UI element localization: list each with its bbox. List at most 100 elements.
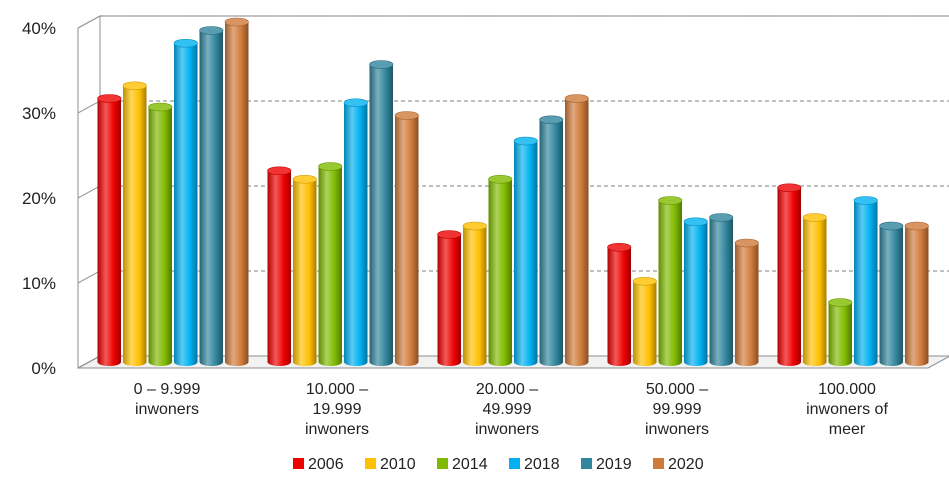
bar-2010-0 (122, 81, 147, 366)
bar-body (267, 170, 291, 366)
bar-top (539, 115, 564, 125)
legend-swatch (293, 458, 304, 469)
x-category-label: 10.000 – 19.999 inwoners (305, 381, 369, 438)
bar-2020-1 (394, 111, 419, 366)
bar-2020-0 (224, 17, 249, 366)
legend-item-2014: 2014 (437, 456, 488, 473)
bar-top (658, 196, 683, 205)
bar-top (122, 81, 147, 91)
bar-body (437, 234, 461, 366)
bar-top (607, 242, 632, 252)
bar-top (879, 221, 904, 231)
x-category-label-line: inwoners (645, 421, 709, 438)
x-category-label-line: 20.000 – (476, 381, 538, 398)
legend-item-2018: 2018 (509, 456, 560, 473)
bar-2010-4 (802, 213, 827, 366)
bar-top (437, 230, 462, 239)
bar-body (828, 302, 852, 366)
x-category-label: 0 – 9.999 inwoners (134, 381, 201, 418)
y-tick-label: 10% (22, 274, 56, 293)
x-category-label-line: 50.000 – (646, 381, 708, 398)
bar-2020-4 (904, 221, 929, 366)
bar-top (292, 174, 317, 184)
bar-2006-4 (777, 183, 802, 366)
bar-body (174, 43, 198, 366)
gridline-side (77, 270, 101, 284)
bar-2019-3 (709, 213, 734, 366)
bar-top (777, 183, 802, 193)
legend-label: 2006 (308, 456, 344, 473)
bar-body (395, 115, 419, 366)
x-category-label: 100.000 inwoners of meer (806, 381, 888, 438)
bar-body (225, 22, 249, 366)
x-category-label-line: 49.999 (483, 401, 532, 418)
bar-body (803, 217, 827, 366)
bar-2018-4 (853, 196, 878, 366)
bar-top (369, 60, 394, 69)
bar-top (683, 217, 708, 227)
bar-body (633, 281, 657, 366)
bar-top (488, 174, 513, 184)
bar-top (632, 276, 657, 286)
bar-2006-3 (607, 242, 632, 366)
legend-label: 2019 (596, 456, 632, 473)
bar-body (488, 179, 512, 366)
x-category-label-line: inwoners (135, 401, 199, 418)
gridline-side (77, 185, 101, 199)
bar-2014-0 (148, 102, 173, 366)
bar-body (539, 119, 563, 366)
legend-item-2006: 2006 (293, 456, 344, 473)
bar-top (199, 26, 224, 35)
x-category-label-line: meer (829, 421, 866, 438)
bar-2010-3 (632, 276, 657, 366)
bar-top (394, 111, 419, 120)
bar-top (462, 221, 487, 231)
bar-body (123, 85, 147, 366)
x-category-label-line: 0 – 9.999 (134, 381, 201, 398)
bar-body (344, 102, 368, 366)
legend-swatch (437, 458, 448, 469)
bar-top (97, 94, 122, 103)
bar-2014-1 (318, 162, 343, 366)
bar-top (513, 136, 538, 146)
bar-body (905, 226, 929, 366)
legend-label: 2020 (668, 456, 704, 473)
bar-top (224, 17, 249, 27)
bar-body (514, 141, 538, 366)
y-tick-label: 30% (22, 104, 56, 123)
bar-top (267, 166, 292, 176)
bar-2014-4 (828, 298, 853, 366)
x-category-label-line: inwoners (305, 421, 369, 438)
gridline-side (77, 15, 101, 29)
x-axis-category-labels: 0 – 9.999 inwoners 10.000 – 19.999 inwoners 2… (134, 381, 889, 438)
gridline-side (77, 100, 101, 114)
y-tick-label: 20% (22, 189, 56, 208)
bar-2019-1 (369, 60, 394, 366)
bar-body (463, 226, 487, 366)
legend-item-2010: 2010 (365, 456, 416, 473)
bar-top (564, 94, 589, 103)
bar-2010-2 (462, 221, 487, 366)
bar-top (734, 238, 759, 248)
bar-body (293, 179, 317, 366)
y-tick-label: 0% (31, 359, 56, 378)
x-category-label-line: 10.000 – (306, 381, 368, 398)
bar-2019-4 (879, 221, 904, 366)
bar-2020-3 (734, 238, 759, 366)
bar-2006-1 (267, 166, 292, 366)
bar-body (658, 200, 682, 366)
legend-swatch (365, 458, 376, 469)
bar-body (777, 187, 801, 366)
bar-2006-2 (437, 230, 462, 366)
legend-item-2020: 2020 (653, 456, 704, 473)
bar-body (854, 200, 878, 366)
x-category-label-line: 100.000 (818, 381, 876, 398)
bar-body (735, 243, 759, 366)
bar-top (802, 213, 827, 222)
bar-2006-0 (97, 94, 122, 366)
x-category-label-line: 19.999 (313, 401, 362, 418)
bar-body (97, 98, 121, 366)
bar-top (828, 298, 853, 307)
